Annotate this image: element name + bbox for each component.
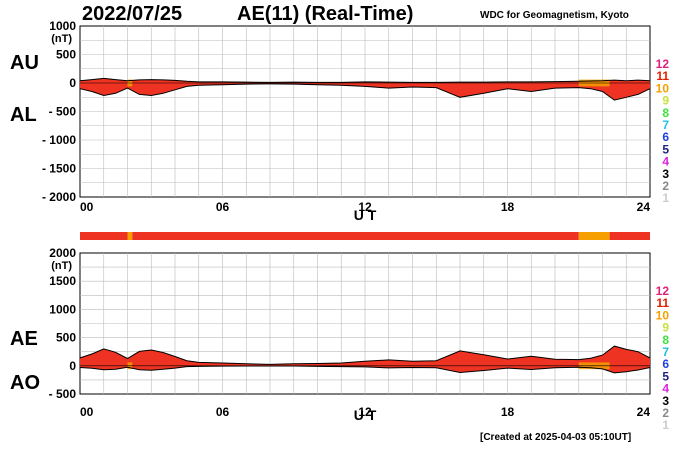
x-tick-label: 06 [216,200,230,214]
y-tick-label: 1000 [49,19,76,33]
y-tick-label: 500 [56,48,76,62]
y-tick-label: 1000 [49,302,76,316]
station-count-legend: 5 [662,369,669,383]
al-label: AL [10,104,37,126]
station-count-legend: 7 [662,345,669,359]
x-tick-label: 24 [637,405,651,419]
y-units-label: (nT) [51,260,72,272]
y-tick-label: - 1000 [42,133,76,147]
station-count-legend: 9 [662,321,669,335]
station-count-legend: 10 [656,308,670,322]
series-line-au [79,77,651,83]
x-tick-label: 24 [637,200,651,214]
y-tick-label: - 2000 [42,190,76,204]
coverage-segment [127,232,133,240]
y-tick-label: 500 [56,331,76,345]
series-line-ao [79,365,651,374]
chart-title: AE(11) (Real-Time) [237,3,414,25]
series-line-ae [79,345,651,365]
coverage-segment [609,232,650,240]
station-count-legend: 3 [662,394,669,408]
station-count-legend: 7 [662,118,669,132]
date-title: 2022/07/25 [82,3,183,25]
x-tick-label: 06 [216,405,230,419]
coverage-segment [132,232,579,240]
coverage-segment [80,232,128,240]
station-count-legend: 11 [656,69,669,83]
ao-label: AO [10,372,40,394]
station-count-legend: 8 [662,106,669,120]
station-count-legend: 10 [656,81,670,95]
source-label: WDC for Geomagnetism, Kyoto [480,10,629,21]
station-count-legend: 6 [662,357,669,371]
station-count-legend: 6 [662,130,669,144]
created-timestamp: [Created at 2025-04-03 05:10UT] [480,432,632,443]
x-tick-label: 12 [358,200,372,214]
au-label: AU [10,52,39,74]
x-tick-label: 18 [501,405,515,419]
station-count-legend: 9 [662,94,669,108]
y-tick-label: 2000 [49,246,76,260]
series-line-al [79,83,651,101]
coverage-segment [578,232,610,240]
y-tick-label: - 1500 [42,162,76,176]
y-units-label: (nT) [51,33,72,45]
station-count-legend: 2 [662,179,669,193]
x-tick-label: 12 [358,405,372,419]
y-tick-label: - 500 [49,387,77,401]
station-count-legend: 5 [662,142,669,156]
x-axis-label: U T [354,207,377,223]
station-count-legend: 11 [656,296,669,310]
x-axis-label: U T [354,407,377,423]
y-tick-label: 0 [69,359,76,373]
station-count-legend: 8 [662,333,669,347]
station-count-legend: 12 [656,284,670,298]
y-tick-label: - 500 [49,105,77,119]
y-tick-label: 0 [69,76,76,90]
station-count-legend: 1 [662,191,669,205]
ae-label: AE [10,328,38,350]
x-tick-label: 18 [501,200,515,214]
station-count-legend: 4 [662,155,669,169]
station-count-legend: 3 [662,167,669,181]
station-count-legend: 12 [656,57,670,71]
station-count-legend: 4 [662,382,669,396]
x-tick-label: 00 [80,405,94,419]
x-tick-label: 00 [80,200,94,214]
station-count-legend: 2 [662,406,669,420]
station-count-legend: 1 [662,418,669,432]
series-area [80,346,650,373]
series-area [80,78,650,101]
y-tick-label: 1500 [49,274,76,288]
